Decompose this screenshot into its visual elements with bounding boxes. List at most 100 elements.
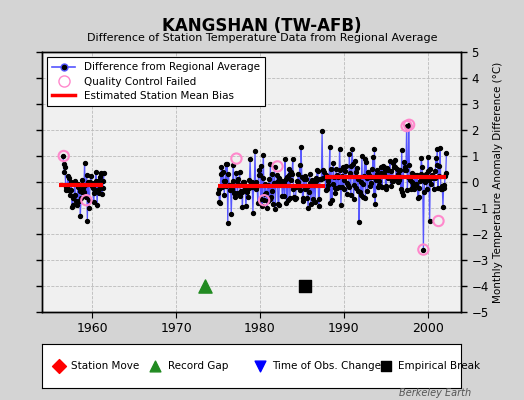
Point: [405, 122, 413, 128]
Point: [243, 189, 251, 195]
Point: [434, 218, 443, 224]
Point: [340, 186, 348, 192]
Point: [441, 173, 449, 179]
Point: [365, 172, 373, 179]
Point: [66, 192, 74, 198]
Point: [88, 179, 96, 186]
Point: [427, 180, 435, 187]
Point: [287, 169, 295, 175]
Point: [264, 182, 272, 188]
Point: [422, 170, 430, 177]
Point: [61, 164, 69, 170]
Point: [328, 197, 336, 203]
Point: [348, 146, 356, 153]
Point: [97, 170, 105, 177]
Point: [261, 181, 270, 188]
Point: [403, 187, 411, 194]
Point: [315, 196, 323, 202]
Point: [434, 185, 442, 192]
Point: [277, 179, 285, 186]
Point: [335, 184, 343, 190]
Point: [413, 172, 421, 178]
Point: [339, 163, 347, 170]
Point: [293, 178, 301, 184]
Point: [400, 164, 409, 170]
Point: [67, 187, 75, 193]
Point: [76, 213, 84, 219]
Point: [334, 174, 342, 181]
Point: [330, 174, 338, 180]
Point: [290, 194, 298, 200]
Point: [300, 186, 309, 192]
Point: [256, 363, 264, 369]
Point: [373, 167, 381, 173]
Point: [435, 172, 444, 179]
Point: [281, 176, 290, 182]
Point: [73, 184, 82, 190]
Point: [392, 166, 401, 172]
Point: [69, 194, 78, 201]
Point: [413, 194, 422, 201]
Point: [239, 178, 247, 185]
Point: [304, 189, 313, 196]
Point: [237, 187, 245, 194]
Point: [390, 164, 399, 170]
Point: [90, 199, 98, 205]
Point: [369, 192, 378, 198]
Point: [96, 169, 105, 176]
Point: [231, 190, 239, 196]
Point: [402, 166, 410, 173]
Point: [415, 185, 423, 191]
Point: [82, 172, 91, 178]
Point: [404, 174, 412, 180]
Point: [99, 178, 107, 184]
Point: [312, 178, 320, 184]
Point: [279, 179, 287, 186]
Point: [95, 189, 103, 196]
Point: [419, 246, 428, 253]
Point: [402, 123, 411, 129]
Point: [277, 178, 286, 184]
Point: [423, 186, 431, 192]
Point: [267, 194, 275, 200]
Point: [377, 170, 386, 176]
Point: [336, 166, 344, 173]
Point: [373, 171, 381, 178]
Point: [308, 180, 316, 187]
Legend: Difference from Regional Average, Quality Control Failed, Estimated Station Mean: Difference from Regional Average, Qualit…: [47, 57, 265, 106]
Point: [94, 178, 102, 184]
Point: [329, 181, 337, 188]
Y-axis label: Monthly Temperature Anomaly Difference (°C): Monthly Temperature Anomaly Difference (…: [493, 61, 503, 303]
Point: [348, 161, 357, 167]
Point: [225, 182, 233, 188]
Point: [75, 198, 83, 204]
Point: [317, 175, 325, 182]
Point: [409, 182, 417, 189]
Point: [331, 184, 340, 191]
Point: [398, 147, 406, 153]
Point: [382, 182, 390, 189]
Point: [394, 179, 402, 186]
Point: [375, 182, 384, 188]
Point: [368, 166, 377, 172]
Point: [216, 200, 224, 206]
Point: [226, 187, 234, 193]
Point: [374, 183, 382, 190]
Point: [279, 178, 288, 185]
Point: [416, 178, 424, 184]
Point: [314, 202, 323, 209]
Point: [384, 175, 392, 182]
Point: [358, 194, 367, 201]
Point: [239, 179, 248, 185]
Point: [90, 190, 99, 196]
Point: [278, 192, 287, 199]
Point: [80, 160, 89, 166]
Point: [300, 176, 308, 182]
Point: [296, 186, 304, 193]
Point: [340, 176, 348, 183]
Point: [248, 184, 256, 190]
Point: [361, 194, 369, 201]
Point: [242, 203, 250, 209]
Point: [320, 169, 329, 176]
Point: [268, 171, 277, 178]
